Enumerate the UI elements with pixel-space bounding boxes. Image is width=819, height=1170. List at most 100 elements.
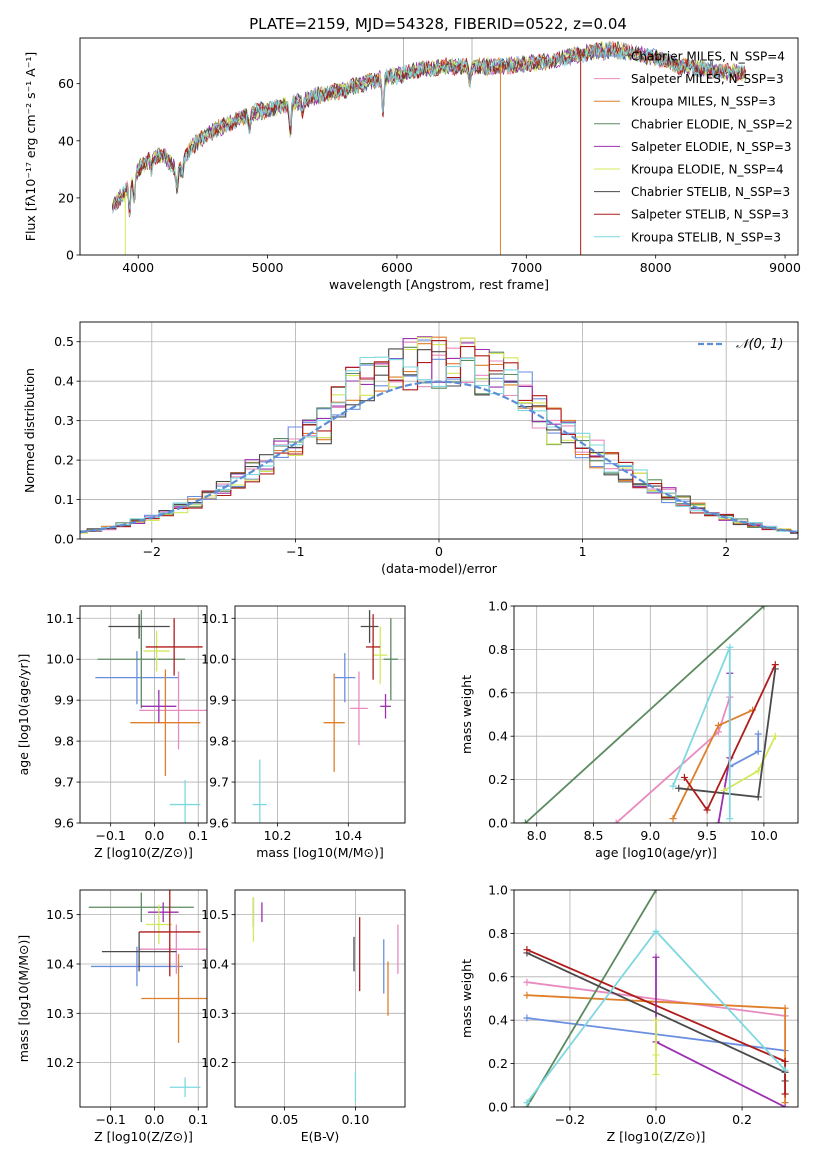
weight-point xyxy=(771,661,779,669)
x-tick-label: 0.1 xyxy=(188,1112,208,1127)
histogram-step xyxy=(80,339,798,534)
y-tick-label: 9.8 xyxy=(54,734,74,749)
y-tick-label: 10.4 xyxy=(201,956,229,971)
plot-area-residuals xyxy=(80,336,798,534)
x-tick-label: 7000 xyxy=(510,260,542,275)
axes-age-vs-Z: −0.1 0.0 0.1 9.6 9.7 9.8 9.9 10.0 10.1 Z [log10(Z… xyxy=(16,605,208,860)
weight-point xyxy=(652,927,660,935)
y-tick-label: 9.6 xyxy=(209,816,229,831)
spectrum-line xyxy=(111,40,747,216)
y-tick-label: 10.1 xyxy=(46,611,74,626)
weight-point xyxy=(781,1004,789,1012)
spectrum-line xyxy=(112,41,746,214)
weight-point xyxy=(781,1057,789,1065)
histogram-step xyxy=(80,337,798,534)
weight-series xyxy=(615,696,731,823)
x-tick-label: 8.5 xyxy=(584,828,604,843)
x-tick-label: −1 xyxy=(286,544,304,559)
y-axis-label: age [log10(age/yr)] xyxy=(16,654,31,776)
weight-point xyxy=(523,1099,531,1107)
y-tick-label: 10.2 xyxy=(46,1055,74,1070)
weight-point xyxy=(754,730,762,738)
weight-point xyxy=(523,978,531,986)
axes-frame xyxy=(234,605,406,824)
weight-point xyxy=(652,1016,660,1024)
y-axis-label: Normed distribution xyxy=(22,368,37,493)
x-axis-label: mass [log10(M/M⊙)] xyxy=(256,845,384,860)
axes-residuals: −2 −1 0 1 2 0.0 0.1 0.2 0.3 0.4 0.5 (data-model)/er… xyxy=(22,321,799,576)
weight-point xyxy=(703,806,711,814)
x-tick-label: 5000 xyxy=(252,260,284,275)
weight-series xyxy=(524,606,765,823)
y-tick-label: 1.0 xyxy=(488,883,508,898)
x-tick-label: 10.2 xyxy=(264,828,292,843)
weight-point xyxy=(714,819,722,823)
axes-frame xyxy=(79,321,799,540)
x-tick-label: 9.0 xyxy=(640,828,660,843)
weight-point xyxy=(781,1103,789,1107)
legend-label: Salpeter STELIB, N_SSP=3 xyxy=(631,208,789,222)
x-axis-label: E(B-V) xyxy=(301,1129,340,1144)
plot-area-age-vs-mass xyxy=(252,610,398,823)
y-tick-label: 10.5 xyxy=(46,907,74,922)
weight-point xyxy=(521,819,529,823)
x-tick-label: 8.0 xyxy=(527,828,547,843)
weight-point xyxy=(714,721,722,729)
legend-label: Salpeter MILES, N_SSP=3 xyxy=(631,72,784,86)
y-tick-label: 9.7 xyxy=(209,775,229,790)
plot-area-spectrum xyxy=(111,38,747,255)
weight-point xyxy=(523,991,531,999)
x-tick-label: 10.0 xyxy=(750,828,778,843)
legend-label: Kroupa ELODIE, N_SSP=4 xyxy=(631,163,784,177)
weight-point xyxy=(612,819,620,823)
y-tick-label: 0.2 xyxy=(488,1056,508,1071)
plot-area-weight-vs-age xyxy=(521,606,779,823)
weight-point xyxy=(781,1066,789,1074)
x-tick-label: 1 xyxy=(579,544,587,559)
weight-point xyxy=(652,1051,660,1059)
histogram-step xyxy=(80,339,798,534)
y-tick-label: 0.6 xyxy=(488,969,508,984)
axes-frame xyxy=(513,605,799,824)
y-tick-label: 0.8 xyxy=(488,926,508,941)
x-tick-label: 0.0 xyxy=(145,1112,165,1127)
y-tick-label: 60 xyxy=(58,76,74,91)
y-tick-label: 10.3 xyxy=(201,1006,229,1021)
legend-label: Kroupa MILES, N_SSP=3 xyxy=(631,95,776,109)
x-tick-label: 0 xyxy=(435,544,443,559)
y-tick-label: 20 xyxy=(58,190,74,205)
y-axis-label: Flux [fλ10⁻¹⁷ erg cm⁻² s⁻¹ A⁻¹] xyxy=(23,52,38,241)
plot-area-age-vs-Z xyxy=(95,610,207,823)
y-tick-label: 9.8 xyxy=(209,734,229,749)
y-tick-label: 0.0 xyxy=(54,532,74,547)
histogram-step xyxy=(80,356,798,532)
y-tick-label: 0 xyxy=(66,248,74,263)
histogram-step xyxy=(80,348,798,534)
plot-area-mass-vs-ebv xyxy=(252,897,399,1103)
x-tick-label: 10.4 xyxy=(334,828,362,843)
legend-label: Chabrier ELODIE, N_SSP=2 xyxy=(631,117,793,131)
chart-title: PLATE=2159, MJD=54328, FIBERID=0522, z=0… xyxy=(249,15,627,33)
x-tick-label: 9000 xyxy=(769,260,801,275)
weight-series xyxy=(729,734,760,768)
y-tick-label: 0.0 xyxy=(488,816,508,831)
axes-frame xyxy=(79,605,208,824)
y-tick-label: 0.4 xyxy=(488,1013,508,1028)
axes-frame xyxy=(79,37,799,256)
y-tick-label: 10.5 xyxy=(201,907,229,922)
weight-point xyxy=(675,784,683,792)
legend-label: Chabrier MILES, N_SSP=4 xyxy=(631,50,785,64)
y-tick-label: 10.4 xyxy=(46,956,74,971)
weight-point xyxy=(680,773,688,781)
weight-point xyxy=(652,890,660,894)
x-tick-label: 0.0 xyxy=(646,1112,666,1127)
y-tick-label: 10.2 xyxy=(201,1055,229,1070)
x-tick-label: 8000 xyxy=(640,260,672,275)
x-axis-label: (data-model)/error xyxy=(381,561,498,576)
x-tick-label: −2 xyxy=(143,544,161,559)
weight-point xyxy=(781,1090,789,1098)
y-axis-label: mass weight xyxy=(459,675,474,754)
y-tick-label: 40 xyxy=(58,133,74,148)
y-axis-label: mass weight xyxy=(459,959,474,1038)
weight-point xyxy=(669,782,677,790)
